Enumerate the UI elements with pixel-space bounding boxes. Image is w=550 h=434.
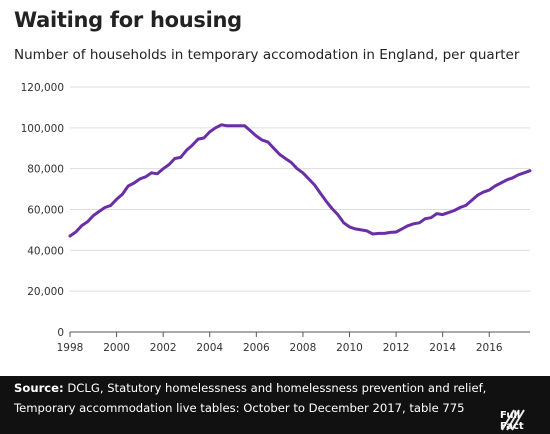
source-text-2: Temporary accommodation live tables: Oct…: [14, 401, 465, 415]
source-text-1: DCLG, Statutory homelessness and homeles…: [67, 381, 487, 395]
gridlines: [70, 86, 530, 292]
y-tick-label: 40,000: [27, 245, 64, 257]
line-chart: 020,00040,00060,00080,000100,000120,000 …: [21, 82, 532, 354]
source-label: Source:: [14, 381, 64, 395]
x-tick-label: 2004: [196, 342, 223, 354]
x-axis: [69, 331, 530, 337]
y-tick-label: 60,000: [27, 205, 64, 217]
x-tick-label: 2002: [150, 342, 177, 354]
logo-stripes-icon: [501, 409, 525, 431]
x-tick-label: 2006: [243, 342, 270, 354]
x-axis-tick-labels: 1998 2000 2002 2004 2006 2008 2010 2012 2014 2016: [57, 342, 503, 354]
x-tick-label: 2012: [383, 342, 410, 354]
x-tick-label: 1998: [57, 342, 84, 354]
source-line-1: Source: DCLG, Statutory homelessness and…: [14, 381, 486, 395]
chart-subtitle: Number of households in temporary accomo…: [14, 47, 520, 63]
y-tick-label: 20,000: [27, 286, 64, 298]
series-line: [68, 123, 532, 238]
x-tick-label: 2014: [429, 342, 456, 354]
source-footer: Source: DCLG, Statutory homelessness and…: [0, 376, 550, 434]
y-tick-label: 0: [57, 327, 64, 339]
series-layer: [68, 123, 532, 238]
x-tick-label: 2016: [476, 342, 503, 354]
y-tick-label: 80,000: [27, 164, 64, 176]
x-tick-label: 2008: [290, 342, 317, 354]
brand-name: Full Fact: [500, 410, 524, 432]
y-tick-label: 120,000: [21, 82, 64, 94]
chart-title: Waiting for housing: [14, 8, 242, 32]
source-line-2: Temporary accommodation live tables: Oct…: [14, 401, 465, 415]
x-tick-label: 2000: [103, 342, 130, 354]
y-axis-tick-labels: 0 20,000 40,000 60,000 80,000 100,000 120,000: [21, 82, 64, 339]
y-tick-label: 100,000: [21, 123, 64, 135]
full-fact-logo: Full Fact: [500, 406, 546, 432]
x-tick-label: 2010: [336, 342, 363, 354]
